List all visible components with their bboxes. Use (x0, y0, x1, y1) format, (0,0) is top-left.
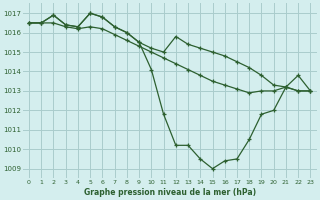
X-axis label: Graphe pression niveau de la mer (hPa): Graphe pression niveau de la mer (hPa) (84, 188, 256, 197)
